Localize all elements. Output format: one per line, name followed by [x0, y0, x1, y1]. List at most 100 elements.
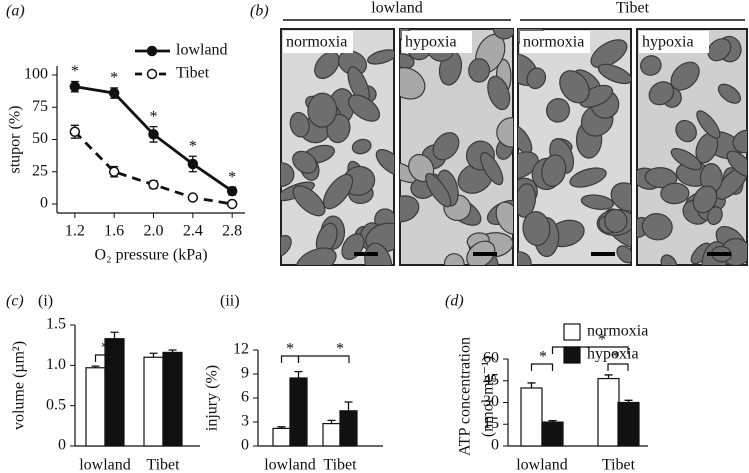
organelle: [732, 129, 747, 154]
organelle: [292, 150, 318, 174]
error-bar: [110, 331, 119, 339]
y-tick-label: 1.5: [46, 316, 66, 333]
marker: [108, 87, 120, 99]
x-tick-label: lowland: [79, 457, 131, 473]
condition-label: normoxia: [286, 34, 347, 51]
significance-bracket: [94, 354, 116, 362]
subpanel-label: (i): [38, 293, 53, 310]
marker: [187, 158, 199, 170]
organelle: [580, 194, 615, 210]
organelle: [706, 206, 723, 226]
marker: [226, 185, 238, 197]
marker: [148, 129, 159, 140]
panel-label: (d): [445, 293, 464, 310]
organelle: [717, 83, 742, 104]
organelle: [707, 38, 732, 62]
significance: *: [150, 108, 158, 125]
micrograph-texture: [518, 29, 631, 265]
y-axis-label: ATP concentration: [457, 337, 474, 456]
organelle: [569, 167, 607, 188]
organelle: [644, 167, 678, 189]
organelle: [492, 29, 513, 40]
organelle: [675, 119, 697, 143]
y-tick-label: 25: [32, 162, 48, 179]
group-label: Tibet: [616, 0, 650, 17]
legend-swatch: [563, 323, 581, 341]
x-tick-label: Tibet: [602, 457, 636, 473]
y-tick-label: 0: [241, 437, 249, 454]
organelle: [526, 67, 547, 90]
organelle: [375, 149, 394, 176]
organelle: [487, 75, 511, 111]
organelle: [559, 70, 590, 104]
y-tick-label: 1.0: [46, 356, 66, 373]
organelle: [367, 49, 394, 65]
organelle: [518, 183, 537, 218]
organelle: [641, 213, 673, 241]
organelle: [660, 254, 678, 265]
legend-marker: [146, 68, 158, 80]
label-bg: [639, 31, 709, 53]
significance: *: [286, 341, 294, 358]
significance: *: [101, 340, 109, 357]
marker: [69, 81, 81, 92]
label-bg: [283, 31, 353, 53]
organelle: [400, 67, 426, 100]
scale-bar: [707, 252, 731, 256]
y-tick-label: 30: [483, 393, 499, 410]
x-tick-label: 2.4: [183, 223, 203, 240]
marker: [187, 192, 199, 203]
significance-bracket: [297, 355, 350, 363]
organelle: [648, 81, 675, 106]
x-tick-label: lowland: [516, 457, 568, 473]
significance: *: [110, 70, 118, 87]
y-tick-label: 0.5: [46, 396, 66, 413]
marker: [148, 179, 159, 190]
significance: *: [228, 169, 236, 186]
y-axis-label: injury (%): [204, 365, 221, 431]
organelle: [604, 208, 628, 234]
organelle: [322, 173, 354, 210]
x-tick-label: Tibet: [146, 457, 180, 473]
organelle: [597, 63, 631, 85]
significance-bracket: [551, 346, 629, 354]
organelle: [314, 51, 340, 79]
condition-label: normoxia: [523, 34, 584, 51]
condition-label: hypoxia: [642, 34, 694, 51]
condition-label: hypoxia: [405, 34, 457, 51]
y-tick-label: 6: [241, 389, 249, 406]
significance: *: [598, 332, 606, 349]
organelle: [496, 117, 513, 148]
legend-label: normoxia: [587, 323, 648, 340]
organelle: [692, 185, 718, 214]
error-bar: [149, 352, 158, 358]
x-tick-label: 1.2: [65, 223, 85, 240]
organelle: [518, 151, 539, 180]
y-tick-label: 100: [24, 66, 48, 83]
legend-label: Tibet: [176, 65, 210, 82]
subpanel-label: (ii): [220, 293, 240, 310]
organelle: [432, 132, 460, 161]
organelle: [696, 110, 721, 139]
micrograph-texture: [281, 49, 394, 265]
y-tick-label: 45: [483, 371, 499, 388]
significance: *: [71, 63, 79, 80]
organelle: [616, 245, 631, 264]
significance-bracket: [530, 363, 554, 371]
label-bg: [520, 31, 590, 53]
organelle: [670, 148, 702, 171]
organelle: [660, 182, 690, 205]
bar: [272, 427, 291, 447]
x-tick-label: lowland: [264, 457, 316, 473]
organelle: [292, 185, 326, 217]
bar: [339, 410, 358, 447]
legend-marker: [146, 45, 158, 57]
organelle: [545, 98, 571, 123]
y-tick-label: 0: [58, 437, 66, 454]
legend-label: hypoxia: [587, 346, 639, 363]
error-bar: [527, 382, 536, 388]
organelle: [295, 247, 337, 265]
panel-label: (a): [6, 3, 25, 20]
organelle: [726, 150, 747, 178]
